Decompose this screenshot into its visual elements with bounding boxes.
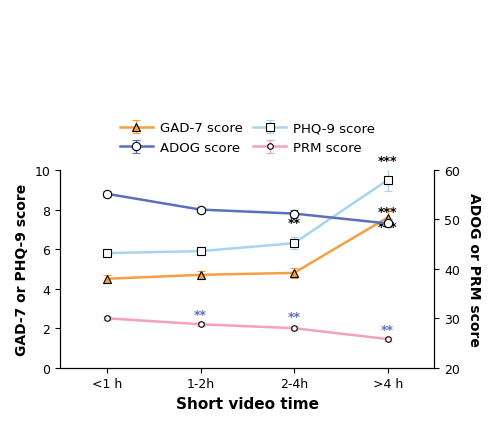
Text: ***: *** bbox=[378, 220, 397, 233]
Legend: GAD-7 score, ADOG score, PHQ-9 score, PRM score: GAD-7 score, ADOG score, PHQ-9 score, PR… bbox=[116, 118, 378, 158]
Text: **: ** bbox=[288, 310, 301, 323]
Y-axis label: GAD-7 or PHQ-9 score: GAD-7 or PHQ-9 score bbox=[15, 183, 29, 355]
Text: ***: *** bbox=[378, 155, 397, 168]
Text: **: ** bbox=[381, 323, 394, 336]
X-axis label: Short video time: Short video time bbox=[176, 396, 319, 411]
Text: **: ** bbox=[194, 308, 207, 321]
Y-axis label: ADOG or PRM score: ADOG or PRM score bbox=[467, 193, 481, 346]
Text: **: ** bbox=[288, 217, 301, 230]
Text: ***: *** bbox=[378, 205, 397, 219]
